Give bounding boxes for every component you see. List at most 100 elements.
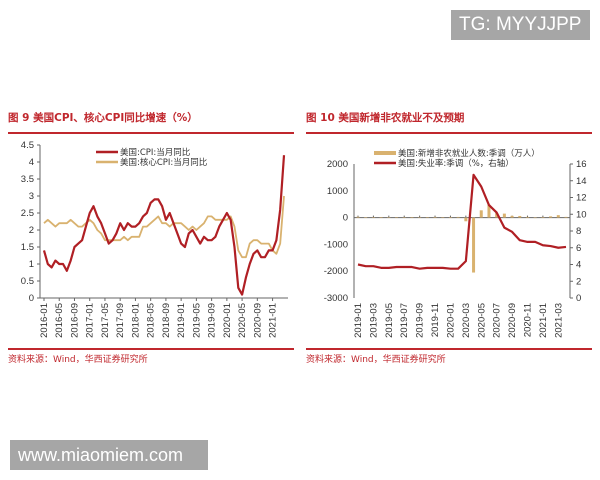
x-tick-label: 2017-09	[115, 303, 126, 338]
x-tick-label: 2019-11	[430, 303, 441, 337]
divider	[306, 132, 592, 134]
x-tick-label: 2017-01	[85, 303, 96, 338]
y-left-tick-label: -1000	[324, 239, 348, 250]
divider	[8, 348, 294, 350]
x-tick-label: 2019-01	[176, 303, 187, 338]
payroll-bar	[502, 213, 506, 218]
payroll-bar	[371, 217, 375, 218]
payroll-bar	[356, 216, 360, 218]
x-tick-label: 2019-05	[191, 303, 202, 338]
y-right-tick-label: 8	[576, 226, 581, 237]
x-tick-label: 2018-01	[130, 303, 141, 338]
payroll-bar	[479, 210, 483, 218]
payroll-bar	[541, 216, 545, 218]
payroll-bar	[395, 217, 399, 218]
payroll-bar	[525, 216, 529, 218]
payroll-bar	[364, 217, 368, 218]
x-tick-label: 2021-01	[538, 303, 549, 338]
x-tick-label: 2017-05	[100, 303, 111, 338]
x-tick-label: 2020-01	[222, 303, 233, 338]
x-tick-label: 2020-05	[237, 303, 248, 338]
payroll-bar	[410, 217, 414, 218]
x-tick-label: 2019-03	[368, 303, 379, 338]
y-left-tick-label: -2000	[324, 266, 348, 277]
y-tick-label: 3.5	[21, 174, 34, 185]
y-tick-label: 2.5	[21, 208, 34, 219]
y-tick-label: 1	[29, 259, 34, 270]
payroll-bar	[487, 204, 491, 218]
y-tick-label: 0	[29, 293, 34, 304]
x-tick-label: 2020-07	[492, 303, 503, 338]
chart-panel-cpi: 图 9 美国CPI、核心CPI同比增速（%） 0 0.5 1 1.5 2 2.5 3 3.5 4…	[6, 108, 296, 368]
payroll-bar	[448, 217, 452, 218]
y-tick-label: 1.5	[21, 242, 34, 253]
payroll-bar	[379, 217, 383, 218]
x-tick-label: 2019-07	[399, 303, 410, 338]
divider	[8, 132, 294, 134]
x-tick-label: 2019-09	[207, 303, 218, 338]
watermark-bottom: www.miaomiem.com	[10, 440, 208, 470]
y-tick-label: 3	[29, 191, 34, 202]
payroll-bar	[387, 217, 391, 218]
y-tick-label: 4	[29, 157, 34, 168]
series-line-cpi	[42, 155, 286, 296]
divider	[306, 348, 592, 350]
x-tick-label: 2019-09	[415, 303, 426, 338]
payroll-bar	[495, 212, 499, 218]
payroll-bar	[418, 217, 422, 218]
legend-label: 美国:核心CPI:当月同比	[120, 157, 207, 168]
x-tick-label: 2021-01	[268, 303, 279, 338]
legend-label: 美国:新增非农就业人数:季调（万人）	[398, 148, 540, 159]
y-left-tick-label: 0	[343, 213, 348, 224]
chart-title: 图 9 美国CPI、核心CPI同比增速（%）	[8, 112, 198, 124]
payroll-bar	[510, 215, 514, 218]
x-tick-label: 2020-01	[445, 303, 456, 338]
cpi-chart: 0 0.5 1 1.5 2 2.5 3 3.5 4 4.5 2016-01 2016-05 2016-0…	[21, 140, 288, 338]
y-left-tick-label: -3000	[324, 293, 348, 304]
y-right-tick-label: 0	[576, 293, 581, 304]
legend-label: 美国:失业率:季调（%，右轴）	[398, 158, 514, 169]
x-tick-label: 2020-11	[522, 303, 533, 337]
y-tick-label: 0.5	[21, 276, 34, 287]
chart-source: 资料来源：Wind，华西证券研究所	[8, 355, 148, 365]
y-tick-label: 4.5	[21, 140, 34, 151]
y-right-tick-label: 2	[576, 276, 581, 287]
x-tick-label: 2019-01	[353, 303, 364, 338]
y-right-tick-label: 12	[576, 193, 587, 204]
x-tick-label: 2018-05	[146, 303, 157, 338]
payroll-bar	[518, 215, 522, 218]
x-tick-label: 2016-05	[54, 303, 65, 338]
y-right-tick-label: 14	[576, 176, 587, 187]
y-tick-label: 2	[29, 225, 34, 236]
payroll-bar	[425, 217, 429, 218]
x-tick-label: 2019-05	[384, 303, 395, 338]
unemployment-line	[357, 173, 567, 270]
x-tick-label: 2016-01	[39, 303, 50, 338]
payroll-bar	[472, 217, 476, 273]
legend-label: 美国:CPI:当月同比	[120, 147, 190, 158]
x-tick-label: 2018-09	[161, 303, 172, 338]
x-tick-label: 2020-09	[252, 303, 263, 338]
payrolls-chart: -3000 -2000 -1000 0 1000 2000 0 2 4 6 8 10 12 14 16 201…	[324, 148, 587, 338]
payroll-bar	[402, 217, 406, 218]
payroll-bar	[549, 216, 553, 218]
x-tick-label: 2020-09	[507, 303, 518, 338]
x-tick-label: 2020-03	[461, 303, 472, 338]
payroll-bar	[564, 216, 568, 218]
y-left-tick-label: 1000	[327, 186, 348, 197]
payroll-bar	[464, 217, 468, 222]
payroll-bar	[533, 217, 537, 219]
y-right-tick-label: 10	[576, 209, 587, 220]
watermark-top: TG: MYYJJPP	[451, 10, 590, 40]
y-right-tick-label: 4	[576, 260, 581, 271]
series-line-core-cpi	[43, 195, 285, 259]
chart-title: 图 10 美国新增非农就业不及预期	[306, 112, 465, 124]
x-tick-label: 2016-09	[69, 303, 80, 338]
payroll-bar	[556, 215, 560, 218]
payroll-bar	[433, 216, 437, 218]
x-tick-label: 2021-03	[553, 303, 564, 338]
payroll-bar	[441, 217, 445, 218]
payroll-bar	[456, 216, 460, 218]
y-right-tick-label: 16	[576, 159, 587, 170]
y-left-tick-label: 2000	[327, 159, 348, 170]
